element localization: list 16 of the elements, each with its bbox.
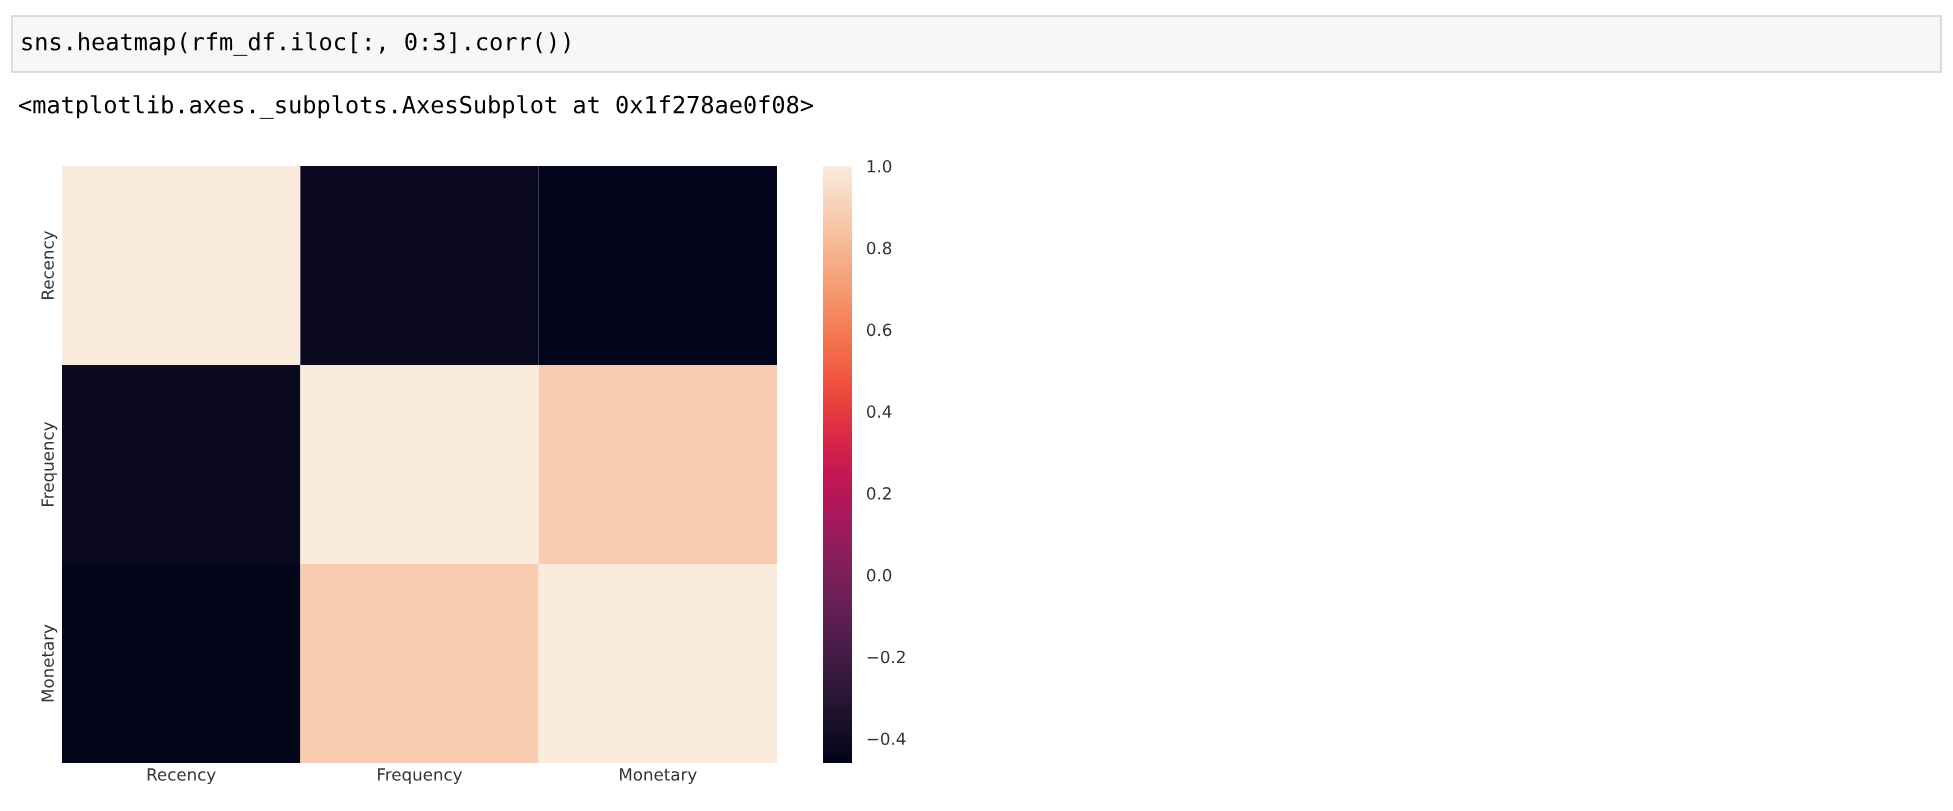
color-bar-label: 0.8 — [866, 241, 892, 255]
color-bar-label: 0.2 — [866, 487, 891, 500]
y-tick-label: Recency — [41, 230, 58, 299]
color-bar-label: −0.4 — [867, 732, 906, 746]
x-tick-label: Frequency — [378, 768, 463, 784]
text: sns.heatmap(rfm_df.iloc[:, 0:3].corr()) — [22, 32, 570, 56]
y-tick-label: Monetary — [41, 624, 58, 702]
x-tick-label: Recency — [147, 768, 216, 784]
text: <matplotlib.axes._subplots.AxesSubplot at 0x1f278ae0f08> — [19, 95, 814, 119]
color-bar-label: −0.2 — [867, 650, 905, 664]
color-bar-label: 1.0 — [867, 159, 892, 173]
color-bar-label: 0.4 — [866, 405, 892, 418]
y-tick-label: Frequency — [41, 421, 58, 506]
color-bar-label: 0.6 — [866, 323, 892, 337]
color-bar-label: 0.0 — [866, 568, 892, 582]
x-tick-label: Monetary — [620, 768, 697, 784]
